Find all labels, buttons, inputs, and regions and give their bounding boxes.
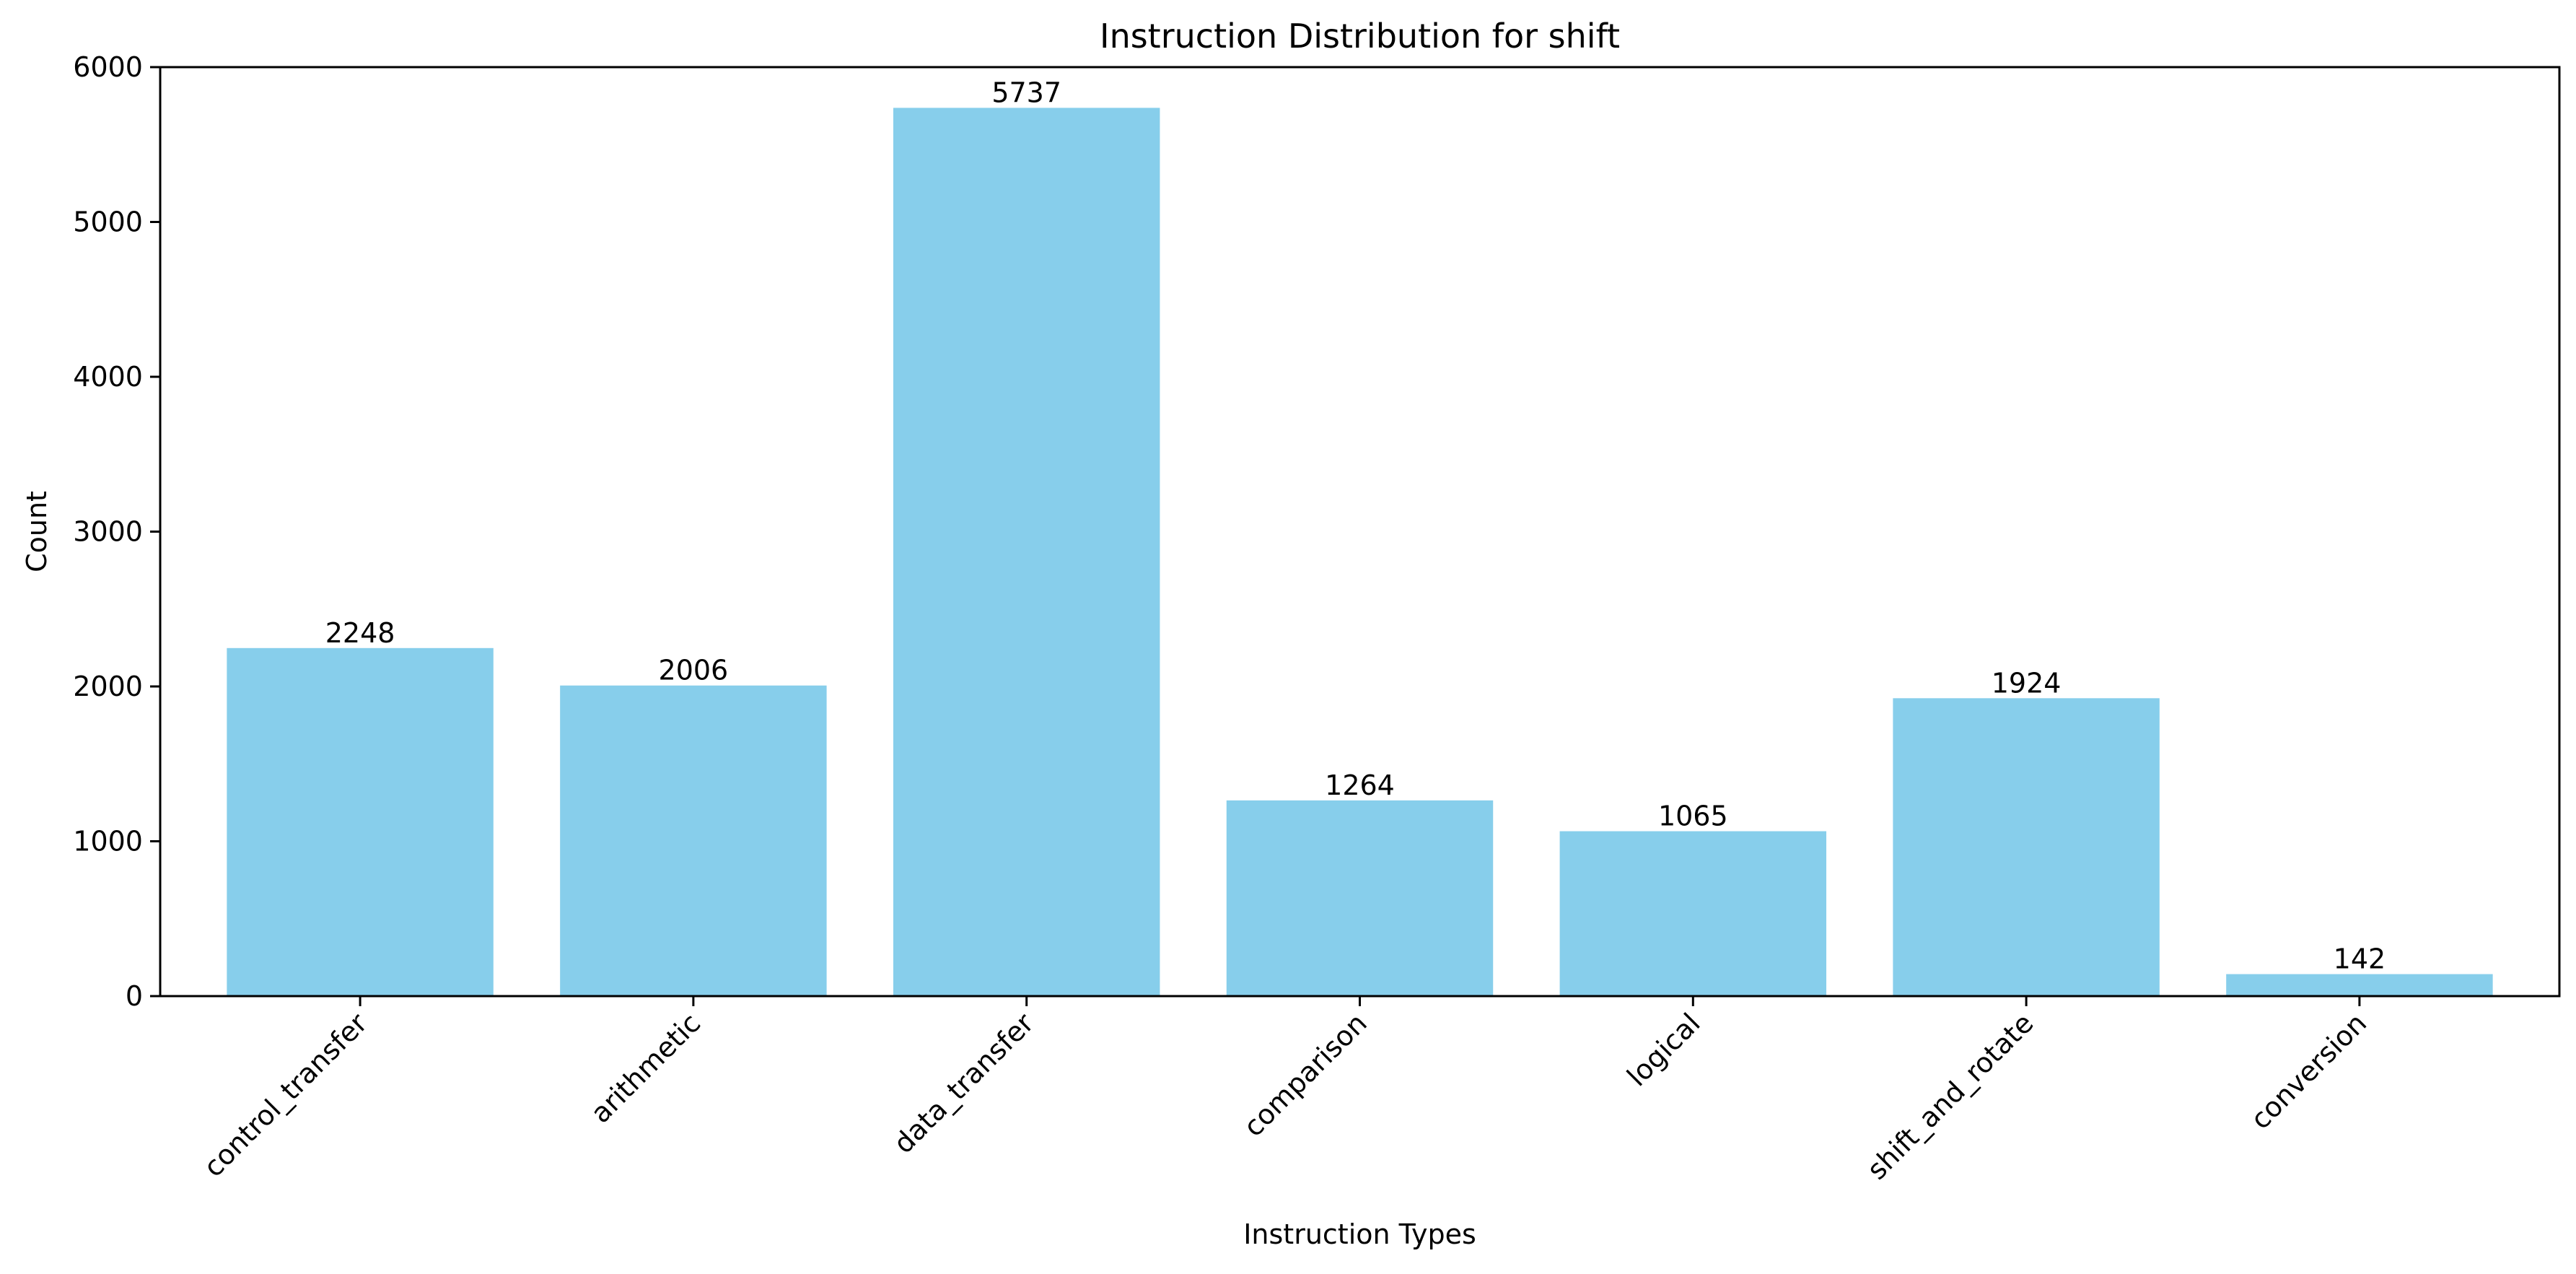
x-tick-label-control-transfer: control_transfer: [198, 1007, 374, 1183]
x-tick-label-shift-and-rotate: shift_and_rotate: [1861, 1007, 2040, 1186]
data-label-logical: 1065: [1658, 800, 1728, 832]
x-tick-label-arithmetic: arithmetic: [584, 1007, 706, 1129]
bar-logical: [1559, 831, 1827, 996]
x-tick-label-comparison: comparison: [1237, 1007, 1373, 1143]
y-tick-label: 4000: [73, 361, 143, 393]
y-tick-label: 1000: [73, 826, 143, 858]
x-axis-label: Instruction Types: [1243, 1218, 1476, 1250]
y-tick-label: 2000: [73, 671, 143, 702]
bar-control-transfer: [227, 647, 494, 996]
ticks-layer: 0 1000 2000 3000 4000 5000 6000 control_transfe…: [73, 51, 2373, 1186]
data-label-data-transfer: 5737: [991, 77, 1061, 108]
chart-title: Instruction Distribution for shift: [1100, 17, 1620, 56]
x-tick-label-logical: logical: [1621, 1007, 1706, 1092]
plot-area-frame: [159, 66, 2561, 998]
bar-shift-and-rotate: [1893, 698, 2160, 996]
x-tick-label-conversion: conversion: [2245, 1007, 2373, 1135]
data-label-comparison: 1264: [1325, 769, 1395, 801]
bar-arithmetic: [560, 685, 827, 996]
y-tick-label: 3000: [73, 516, 143, 548]
bar-conversion: [2226, 974, 2493, 996]
bar-data-transfer: [893, 108, 1160, 997]
y-axis-label: Count: [21, 491, 53, 572]
data-label-control-transfer: 2248: [325, 617, 395, 649]
labels-layer: 2248 2006 5737 1264 1065 1924 142: [325, 77, 2386, 974]
data-label-arithmetic: 2006: [659, 655, 729, 686]
y-tick-label: 5000: [73, 206, 143, 238]
data-label-conversion: 142: [2334, 943, 2386, 975]
x-tick-label-data-transfer: data_transfer: [888, 1007, 1040, 1159]
y-tick-label: 0: [126, 980, 143, 1012]
bar-comparison: [1226, 800, 1494, 996]
data-label-shift-and-rotate: 1924: [1992, 667, 2062, 699]
bars-layer: [227, 108, 2493, 997]
y-tick-label: 6000: [73, 51, 143, 83]
